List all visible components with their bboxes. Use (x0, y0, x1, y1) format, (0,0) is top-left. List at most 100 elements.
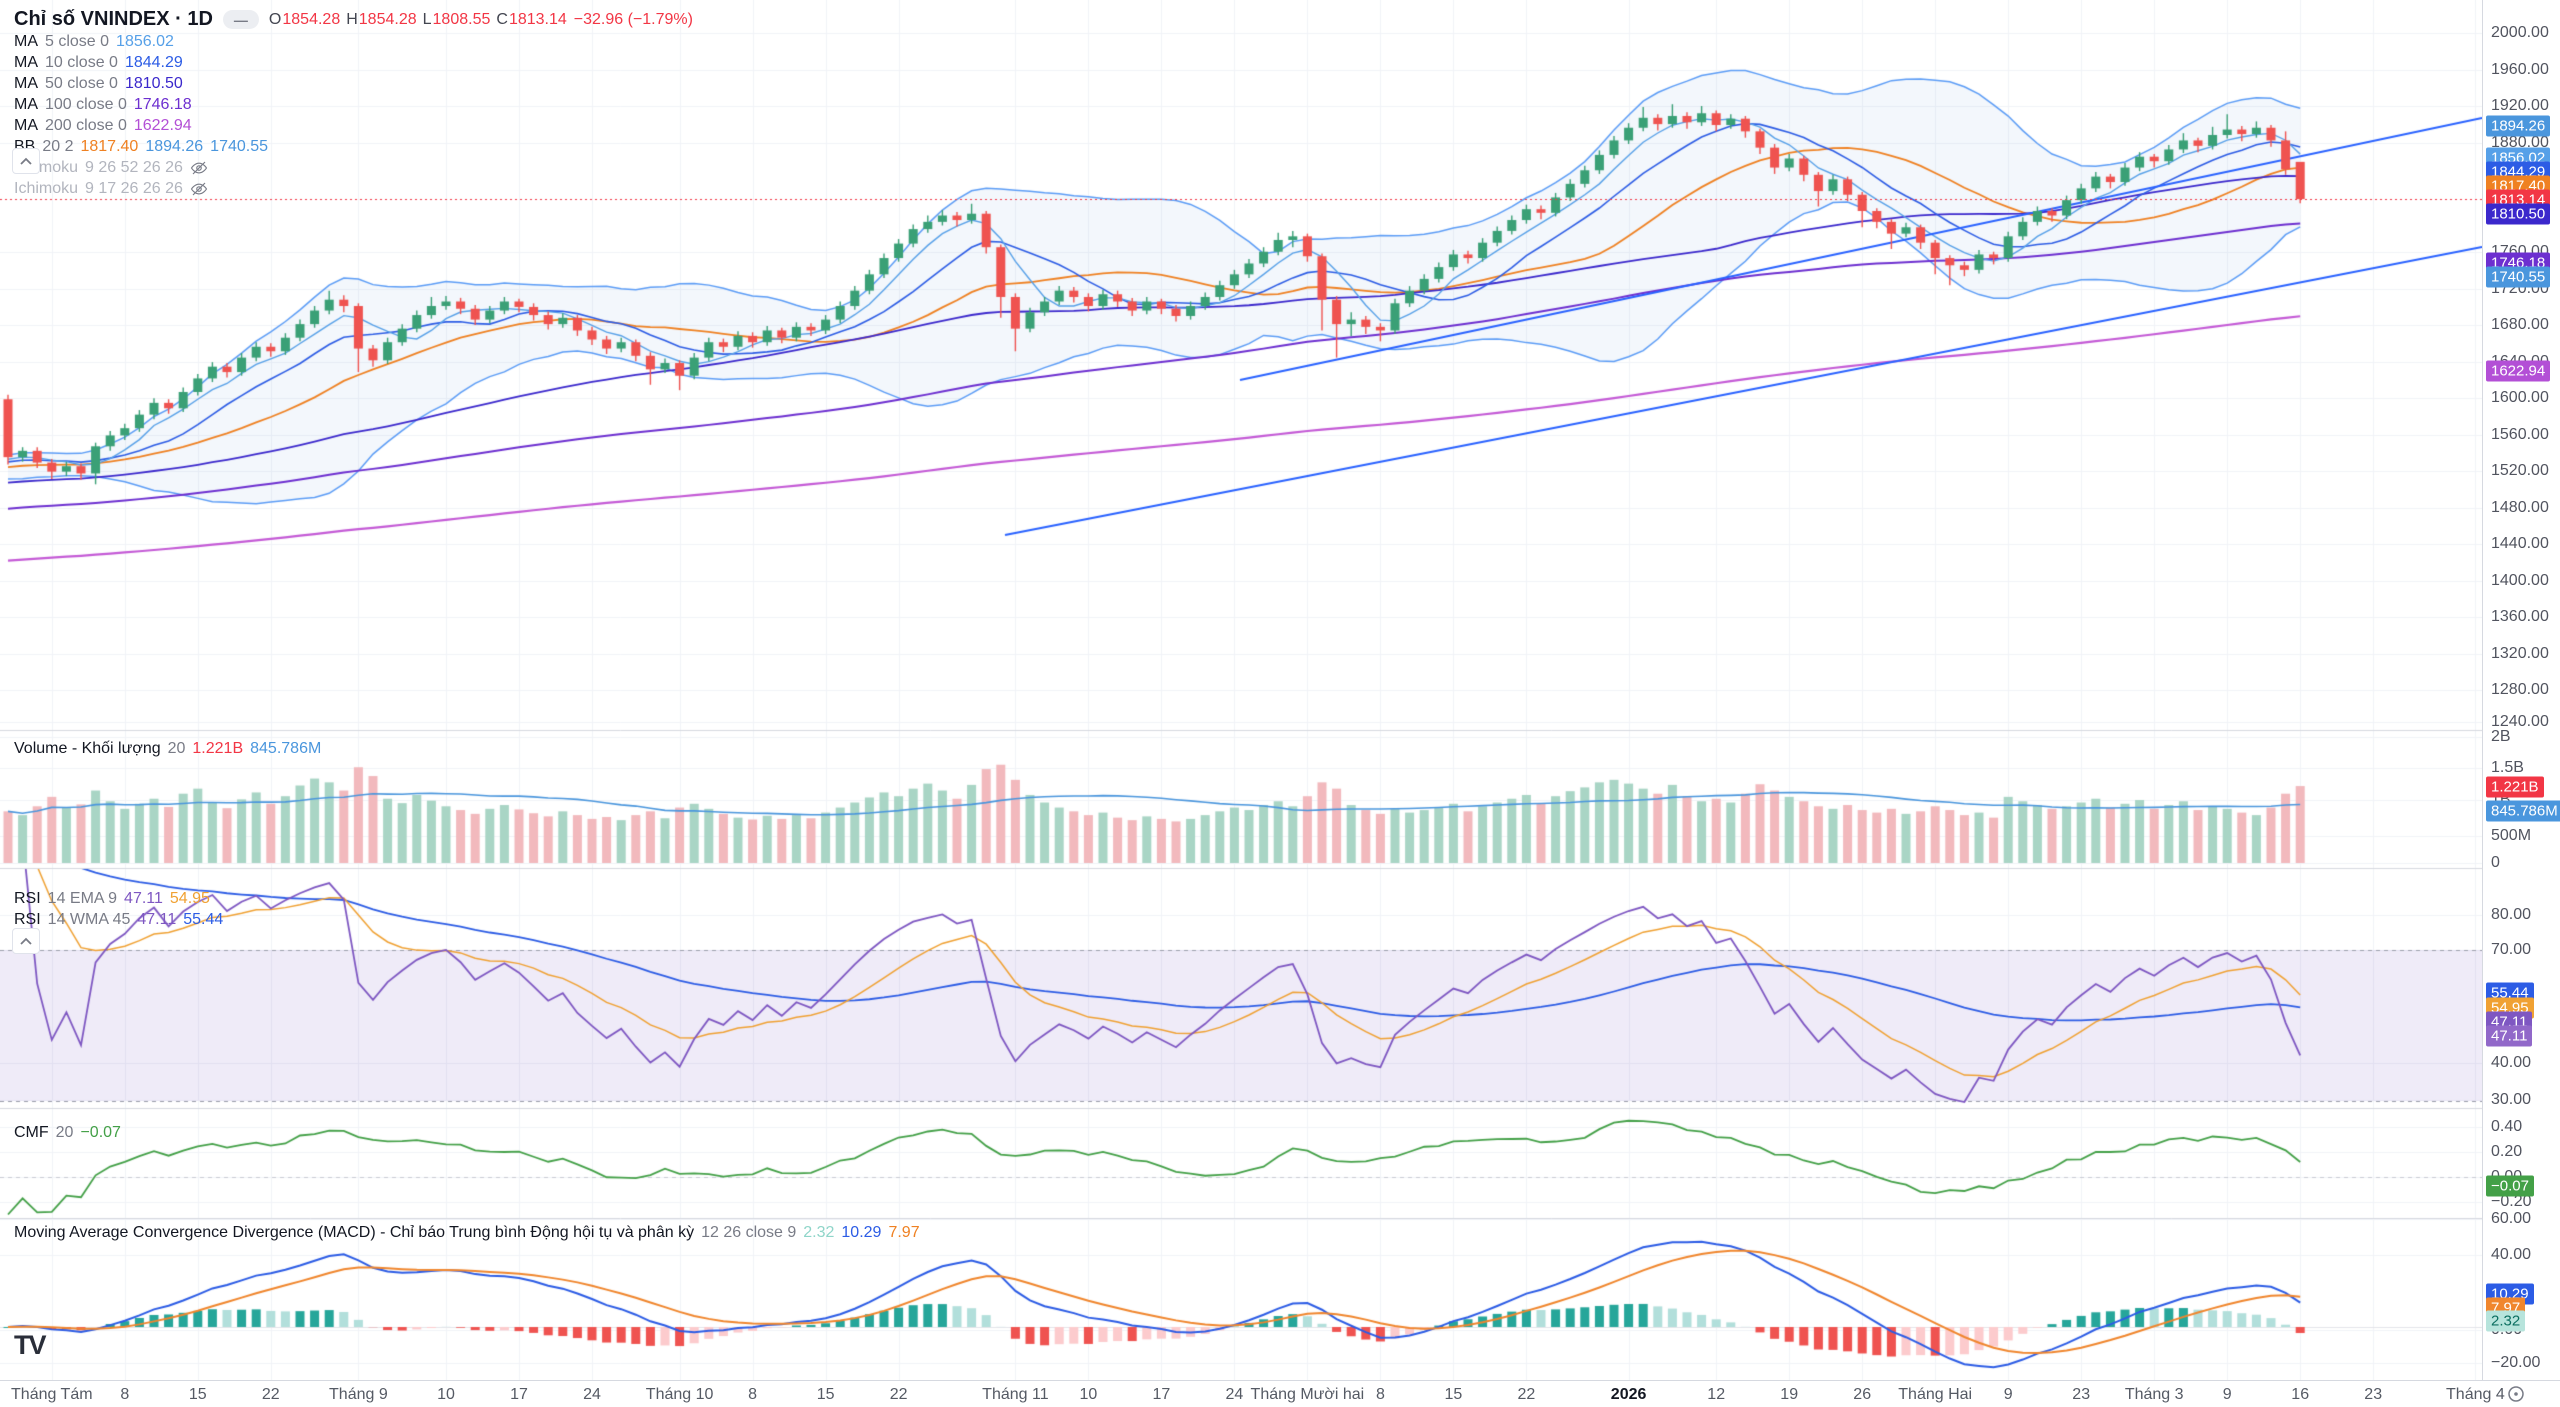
rsi-legend-row[interactable]: RSI 14 EMA 9 47.11 54.95 (14, 888, 223, 909)
indicator-legend-row[interactable]: MA 50 close 0 1810.50 (14, 73, 693, 94)
indicator-legend-row[interactable]: MA 200 close 0 1622.94 (14, 115, 693, 136)
indicator-value: 54.95 (169, 889, 210, 907)
indicator-name: MA (14, 32, 38, 50)
indicator-params: 14 EMA 9 (47, 889, 118, 907)
indicator-legend-row[interactable]: MA 5 close 0 1856.02 (14, 31, 693, 52)
time-tick-label: 8 (120, 1385, 130, 1403)
macd-legend-row[interactable]: Moving Average Convergence Divergence (M… (14, 1222, 920, 1243)
time-tick-label: 8 (748, 1385, 758, 1403)
time-tick-label: 19 (1780, 1385, 1799, 1403)
price-axis-badge: 1622.94 (2486, 360, 2551, 382)
cmf-legend-row[interactable]: CMF 20 −0.07 (14, 1122, 121, 1143)
time-tick-label: 9 (2003, 1385, 2013, 1403)
time-tick-label: 17 (510, 1385, 528, 1403)
volume-legend-row[interactable]: Volume - Khối lượng 20 1.221B 845.786M (14, 738, 321, 759)
price-tick-label: 1240.00 (2491, 713, 2549, 730)
indicator-value: 1894.26 (145, 137, 204, 155)
price-tick-label: 0 (2491, 854, 2500, 871)
time-tick-label: Tháng 4 (2446, 1385, 2505, 1403)
tradingview-logo[interactable]: TV (14, 1330, 46, 1360)
indicator-params: 100 close 0 (45, 95, 127, 113)
time-tick-label: 8 (1375, 1385, 1385, 1403)
volume-pane-legend: Volume - Khối lượng 20 1.221B 845.786M (14, 738, 321, 759)
indicator-name: MA (14, 116, 38, 134)
rsi-legend-row[interactable]: RSI 14 WMA 45 47.11 55.44 (14, 909, 223, 930)
time-tick-label: Tháng Mười hai (1250, 1385, 1365, 1403)
indicator-legend-row[interactable]: BB 20 2 1817.40 1894.26 1740.55 (14, 136, 693, 157)
symbol-title-row[interactable]: Chỉ số VNINDEX · 1D — O1854.28 H1854.28 … (14, 8, 693, 31)
time-tick-label: 24 (583, 1385, 601, 1403)
rsi-pane-legend: RSI 14 EMA 9 47.11 54.95 RSI 14 WMA 45 47.11 55… (14, 888, 223, 930)
indicator-params: 20 (167, 739, 186, 757)
indicator-legend-row[interactable]: MA 10 close 0 1844.29 (14, 52, 693, 73)
price-axis-badge: 1894.26 (2486, 115, 2551, 137)
indicator-legend-row[interactable]: MA 100 close 0 1746.18 (14, 94, 693, 115)
price-axis[interactable]: 2000.00 1960.00 1920.00 1880.00 1760.00 1720.… (2482, 0, 2560, 1380)
indicator-params: 200 close 0 (45, 116, 127, 134)
price-axis-badge: 1.221B (2486, 776, 2544, 798)
price-tick-label: 80.00 (2491, 906, 2532, 923)
indicator-value: 1622.94 (133, 116, 192, 134)
time-tick-label: Tháng Tám (11, 1385, 93, 1403)
time-tick-label: 23 (2072, 1385, 2091, 1403)
high-label: H (346, 10, 358, 28)
price-tick-label: 1880.00 (2491, 134, 2549, 151)
price-tick-label: 1960.00 (2491, 61, 2549, 78)
time-tick-label: Tháng 10 (645, 1385, 714, 1403)
flat-marker-icon[interactable]: — (222, 10, 259, 29)
change-value: −32.96 (−1.79%) (573, 10, 693, 28)
time-tick-label: 10 (1079, 1385, 1098, 1403)
indicator-name: RSI (14, 889, 41, 907)
time-tick-label: Tháng Hai (1898, 1385, 1973, 1403)
time-tick-label: Tháng 11 (982, 1385, 1049, 1403)
indicator-params: 20 2 (42, 137, 74, 155)
price-tick-label: 2B (2491, 728, 2511, 745)
collapse-rsi-legend-button[interactable] (12, 928, 40, 954)
price-tick-label: 1680.00 (2491, 316, 2549, 333)
indicator-value: 1817.40 (80, 137, 139, 155)
price-tick-label: −20.00 (2491, 1354, 2541, 1371)
price-axis-badge: −0.07 (2486, 1175, 2534, 1197)
eye-off-icon[interactable] (190, 159, 208, 177)
collapse-main-legend-button[interactable] (12, 148, 40, 174)
symbol-title: Chỉ số VNINDEX · 1D (14, 8, 213, 30)
price-axis-badge: 1740.55 (2486, 266, 2551, 288)
time-tick-label: 22 (1517, 1385, 1536, 1403)
price-tick-label: 60.00 (2491, 1210, 2532, 1227)
chevron-up-icon (20, 157, 32, 165)
time-tick-label: 2026 (1610, 1385, 1647, 1403)
indicator-value: 47.11 (137, 910, 177, 928)
indicator-params: 12 26 close 9 (701, 1223, 797, 1241)
chart-canvas[interactable] (0, 0, 2482, 1380)
price-tick-label: −0.20 (2491, 1193, 2532, 1210)
price-tick-label: 1920.00 (2491, 97, 2549, 114)
indicator-params: 5 close 0 (45, 32, 110, 50)
indicator-value: 1.221B (192, 739, 244, 757)
time-tick-label: 26 (1853, 1385, 1872, 1403)
open-label: O (268, 10, 282, 28)
time-tick-label: 15 (1444, 1385, 1463, 1403)
indicator-value: 1856.02 (116, 32, 174, 50)
eye-off-icon[interactable] (190, 180, 208, 198)
price-tick-label: 1520.00 (2491, 462, 2549, 479)
indicator-value: 1810.50 (124, 74, 183, 92)
macd-pane-legend: Moving Average Convergence Divergence (M… (14, 1222, 920, 1243)
indicator-value: −0.07 (80, 1123, 121, 1141)
indicator-params: 9 26 52 26 26 (85, 158, 183, 176)
price-axis-badge: 47.11 (2486, 1025, 2533, 1047)
close-label: C (496, 10, 508, 28)
indicator-params: 9 17 26 26 26 (85, 179, 183, 197)
indicator-legend-row[interactable]: Ichimoku 9 17 26 26 26 (14, 178, 693, 199)
close-value: 1813.14 (508, 10, 567, 28)
indicator-name: Volume - Khối lượng (14, 739, 161, 757)
main-pane-legend: Chỉ số VNINDEX · 1D — O1854.28 H1854.28 … (14, 8, 693, 199)
time-tick-label: 9 (2222, 1385, 2232, 1403)
price-tick-label: 1480.00 (2491, 499, 2549, 516)
indicator-value: 2.32 (803, 1223, 835, 1241)
indicator-legend-row[interactable]: Ichimoku 9 26 52 26 26 (14, 157, 693, 178)
scroll-to-realtime-icon[interactable] (2506, 1384, 2526, 1404)
time-axis[interactable]: Tháng Tám 8 15 22 Tháng 9 10 17 24 Tháng 10 8 15 22… (0, 1380, 2560, 1407)
indicator-value: 47.11 (124, 889, 163, 907)
price-tick-label: 70.00 (2491, 941, 2532, 958)
